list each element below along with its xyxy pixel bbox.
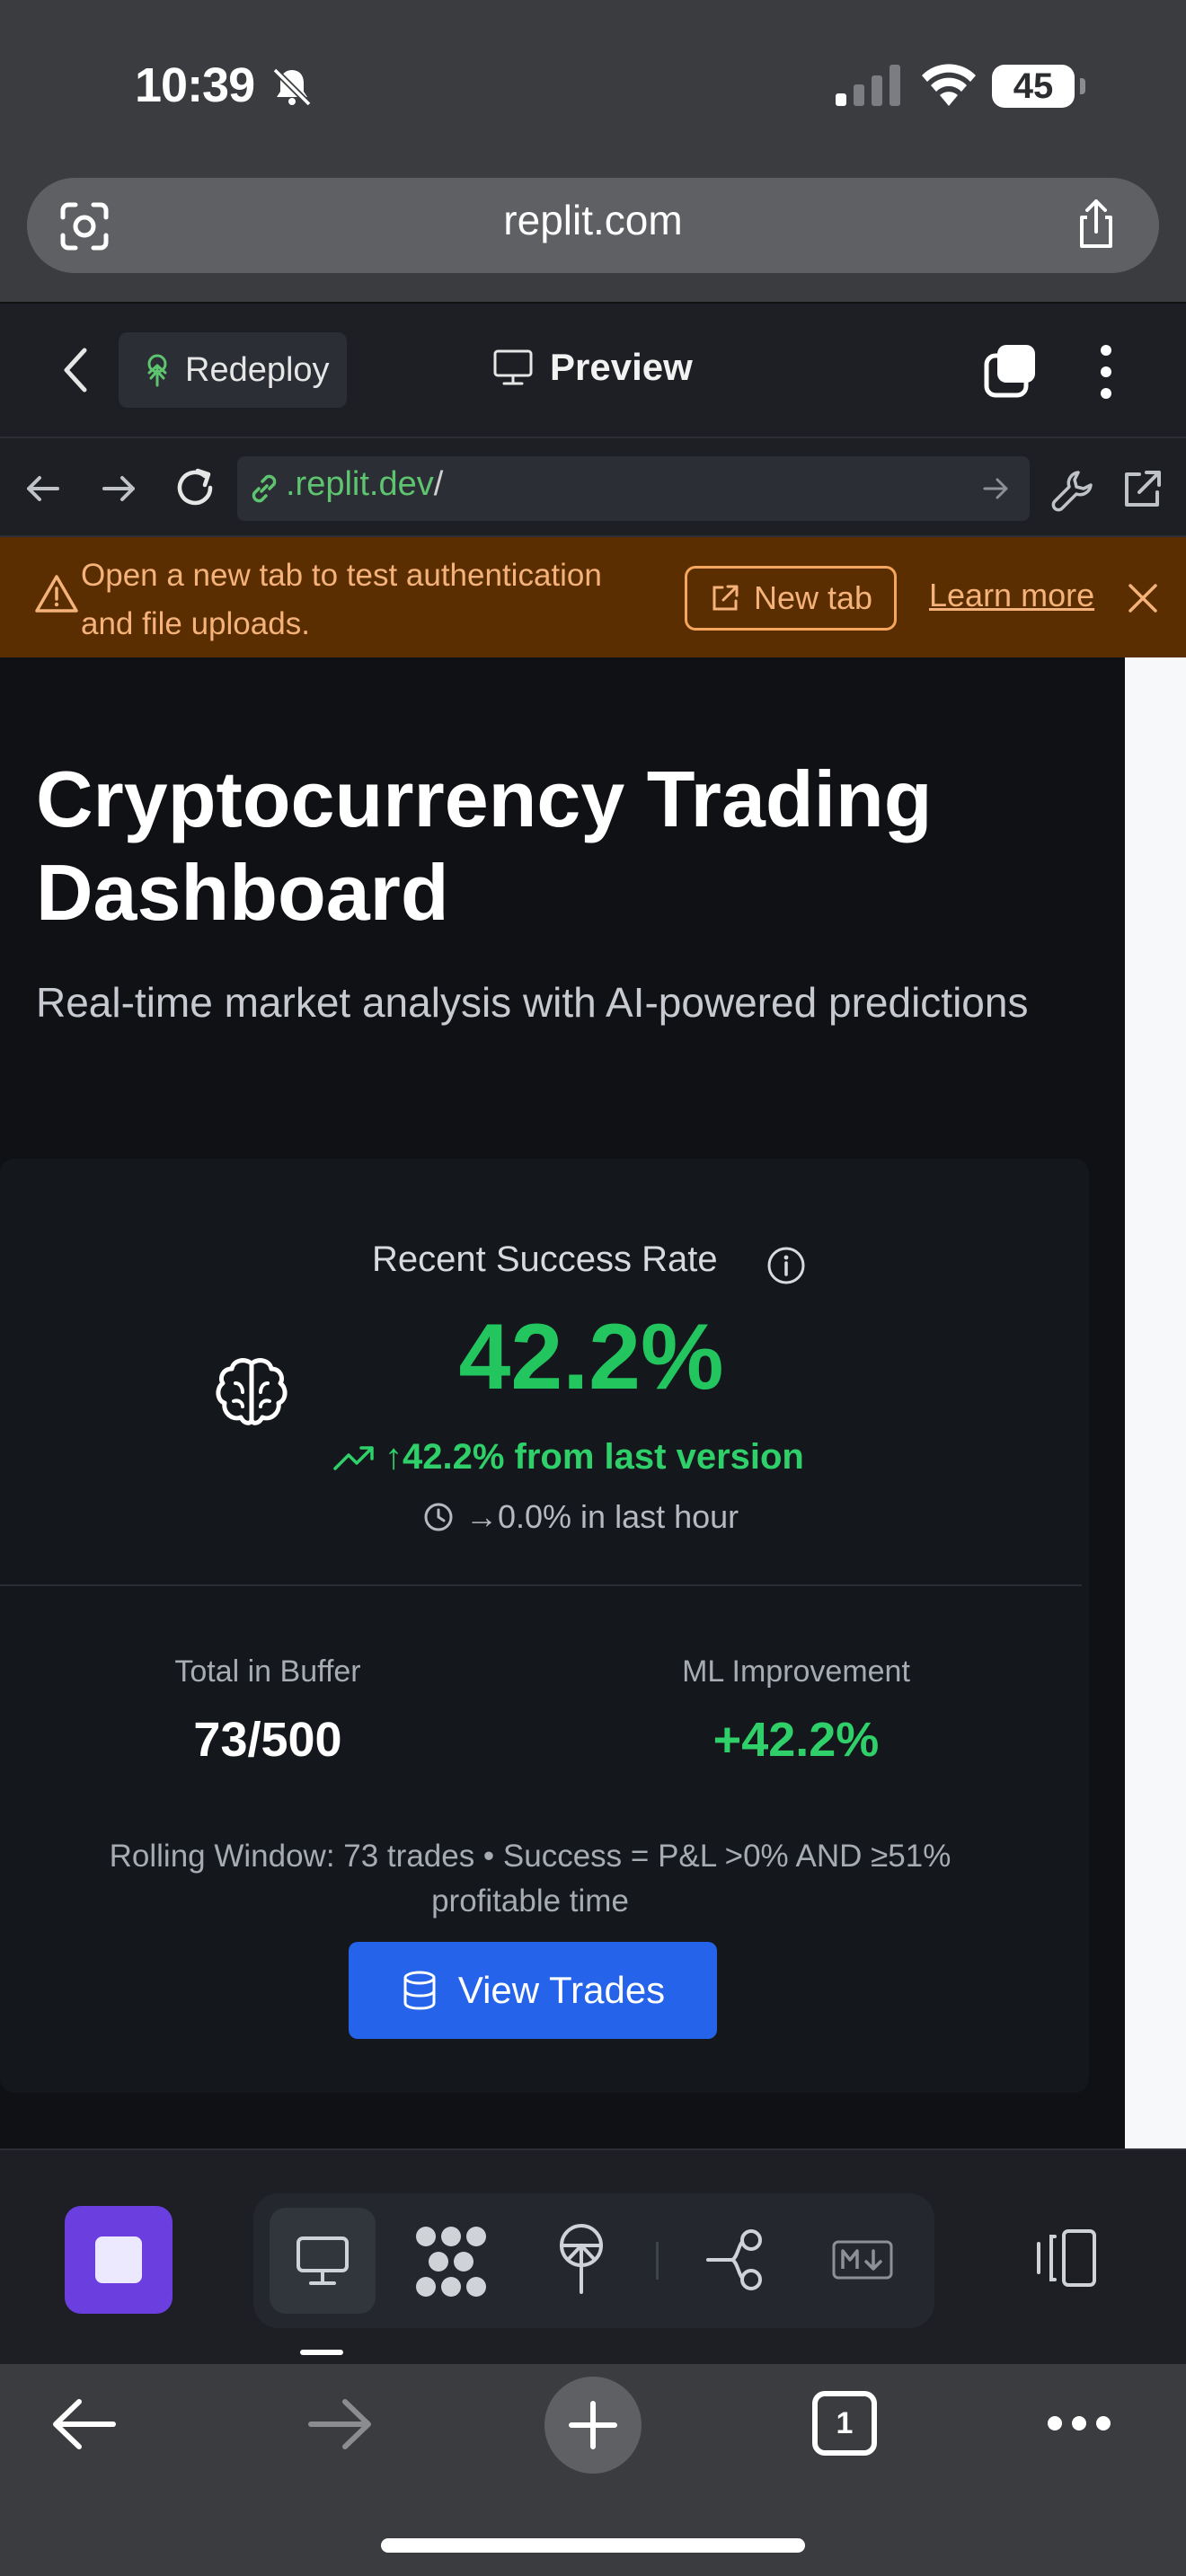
success-rate-label: Recent Success Rate [372, 1239, 718, 1279]
battery-indicator: 45 [992, 65, 1085, 108]
arrow-go-icon[interactable] [979, 472, 1012, 505]
page-title: Cryptocurrency Trading Dashboard [36, 754, 933, 937]
rolling-window-text: Rolling Window: 73 trades • Success = P&… [109, 1839, 951, 1919]
new-tab-label: New tab [753, 579, 873, 616]
share-icon[interactable] [1069, 198, 1123, 251]
buffer-value: 73/500 [193, 1713, 342, 1767]
new-tab-plus-button[interactable] [544, 2377, 642, 2474]
reload-icon[interactable] [171, 463, 219, 512]
buffer-label: Total in Buffer [174, 1654, 361, 1689]
tool-preview-button[interactable] [270, 2208, 376, 2314]
auth-warning-banner [0, 537, 1186, 657]
info-icon[interactable] [766, 1245, 807, 1286]
preview-tab[interactable]: Preview [492, 346, 693, 389]
ml-improvement-value: +42.2% [712, 1713, 880, 1767]
success-rate-card [0, 1159, 1089, 2093]
arrow-left-icon[interactable] [22, 467, 65, 510]
trend-text: ↑42.2% from last version [385, 1437, 804, 1477]
wrench-icon[interactable] [1049, 467, 1096, 514]
learn-more-link[interactable]: Learn more [929, 577, 1095, 613]
deployments-icon[interactable] [552, 2222, 611, 2294]
split-view-icon[interactable] [1033, 2228, 1098, 2289]
brain-icon [216, 1358, 288, 1425]
webview-address-text[interactable]: .replit.dev/ [286, 465, 443, 504]
success-rate-value: 42.2% [458, 1305, 724, 1409]
external-link-icon[interactable] [1120, 467, 1164, 512]
bell-muted-icon [272, 67, 312, 107]
banner-message: Open a new tab to test authentication an… [81, 558, 602, 641]
stop-button[interactable] [65, 2206, 173, 2314]
address-path: / [433, 465, 444, 503]
external-link-icon [712, 585, 739, 611]
active-tool-indicator [300, 2350, 343, 2355]
database-icon [403, 1971, 436, 2010]
markdown-icon[interactable] [832, 2240, 893, 2280]
view-trades-button[interactable]: View Trades [349, 1942, 717, 2039]
arrow-right-icon[interactable] [305, 2395, 374, 2454]
clock-icon [424, 1503, 453, 1531]
preview-label: Preview [550, 346, 693, 388]
redeploy-label: Redeploy [185, 350, 330, 389]
last-hour-change: →0.0% in last hour [422, 1498, 739, 1536]
monitor-icon [493, 349, 533, 385]
trend-from-last-version: ↑42.2% from last version [332, 1437, 804, 1478]
arrow-right-icon[interactable] [97, 467, 140, 510]
status-time: 10:39 [135, 58, 255, 112]
view-trades-label: View Trades [457, 1969, 666, 2011]
tab-count-button[interactable]: 1 [812, 2391, 877, 2456]
hour-text: →0.0% in last hour [465, 1498, 739, 1535]
camera-lens-icon[interactable] [58, 199, 111, 253]
browser-url-text[interactable]: replit.com [503, 197, 683, 243]
monitor-icon [296, 2236, 349, 2285]
tabs-overview-icon[interactable] [981, 341, 1039, 399]
page-scroll-gutter [1125, 657, 1186, 2148]
warning-icon [35, 575, 78, 613]
deploy-tree-icon [147, 354, 167, 387]
more-horizontal-icon[interactable] [1046, 2414, 1112, 2432]
redeploy-button[interactable]: Redeploy [119, 332, 347, 408]
tool-separator [656, 2242, 659, 2280]
link-icon [252, 474, 277, 503]
cellular-signal-icon [836, 65, 900, 106]
arrow-left-icon[interactable] [50, 2395, 119, 2454]
close-icon[interactable] [1125, 580, 1161, 616]
home-indicator [381, 2538, 805, 2553]
wifi-icon [922, 64, 976, 106]
trending-up-icon [333, 1445, 374, 1470]
ml-improvement-label: ML Improvement [682, 1654, 910, 1689]
browser-url-bar[interactable] [27, 178, 1159, 273]
chevron-left-icon[interactable] [56, 345, 95, 395]
git-branch-icon[interactable] [704, 2228, 766, 2292]
new-tab-button[interactable]: New tab [685, 566, 897, 631]
card-divider [0, 1584, 1082, 1586]
more-vertical-icon[interactable] [1093, 343, 1120, 401]
webview-address-field[interactable] [237, 456, 1030, 521]
packages-icon[interactable] [413, 2224, 489, 2299]
address-domain: .replit.dev [286, 465, 434, 503]
plus-icon [569, 2401, 617, 2449]
page-subtitle: Real-time market analysis with AI-powere… [36, 979, 1029, 1026]
